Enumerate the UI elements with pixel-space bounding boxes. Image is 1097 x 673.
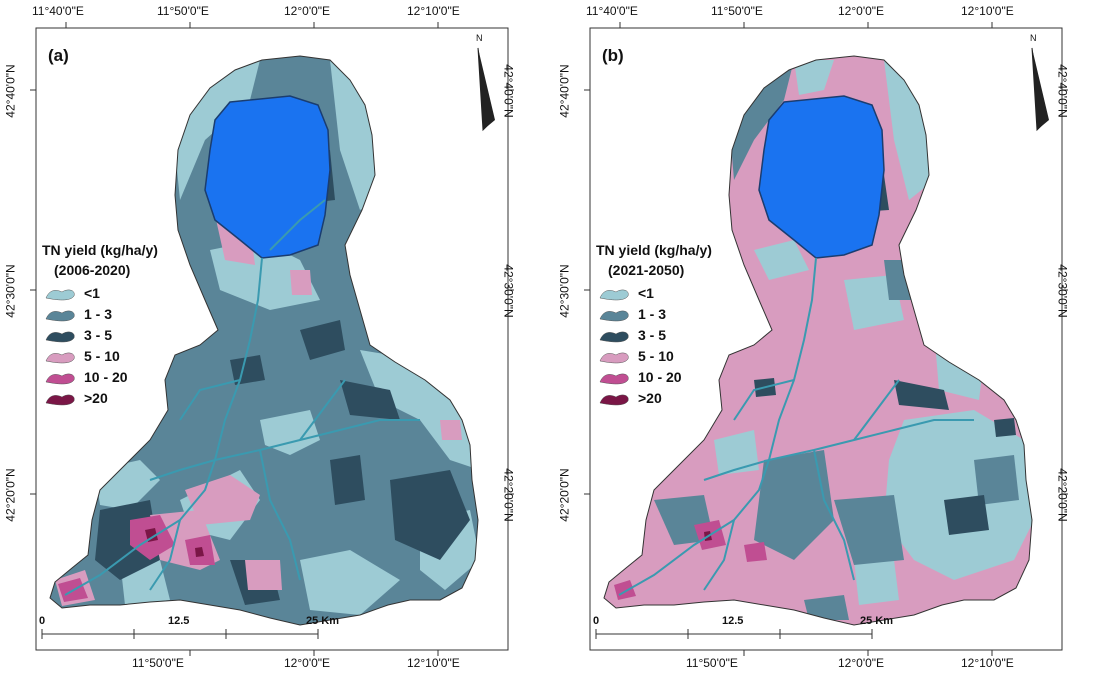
map-frame-a: [30, 22, 514, 656]
scale-label: 12.5: [168, 615, 190, 627]
legend-item: 1 - 3: [44, 305, 158, 326]
swatch-icon: [599, 310, 629, 322]
scale-label: 0: [39, 615, 46, 627]
swatch-icon: [599, 352, 629, 364]
lake-bolsena: [758, 95, 885, 259]
legend-label: 1 - 3: [638, 306, 667, 322]
panel-tag: (b): [602, 46, 624, 65]
scale-label: 0: [593, 615, 600, 627]
swatch-icon: [45, 331, 75, 343]
legend-title: TN yield (kg/ha/y): [42, 242, 158, 258]
scale-bar: [41, 629, 319, 639]
swatch-icon: [599, 331, 629, 343]
bottom-tick-label: 12°0'0"E: [284, 656, 331, 670]
swatch-icon: [45, 394, 75, 406]
left-tick-label: 42°40'0"N: [557, 64, 572, 118]
right-tick-label: 42°20'0"N: [1055, 468, 1070, 522]
legend-label: 10 - 20: [84, 369, 128, 385]
top-tick-label: 12°10'0"E: [961, 4, 1014, 18]
lake-bolsena: [204, 95, 331, 259]
legend-item: >20: [598, 389, 712, 410]
top-tick-label: 12°0'0"E: [838, 4, 885, 18]
legend-label: 1 - 3: [84, 306, 113, 322]
legend-item: 5 - 10: [598, 347, 712, 368]
legend-label: >20: [84, 390, 108, 406]
swatch-icon: [45, 352, 75, 364]
right-tick-label: 42°20'0"N: [501, 468, 516, 522]
bottom-tick-label: 11°50'0"E: [686, 656, 738, 670]
swatch-icon: [45, 373, 75, 385]
top-tick-label: 11°40'0"E: [32, 4, 84, 18]
swatch-icon: [599, 373, 629, 385]
legend-label: 3 - 5: [638, 327, 667, 343]
basin-outline: [603, 55, 1033, 626]
map-panel-a: 11°40'0"E 11°50'0"E 12°0'0"E 12°10'0"E 1…: [0, 0, 540, 673]
legend-label: 5 - 10: [638, 348, 674, 364]
left-tick-label: 42°20'0"N: [557, 468, 572, 522]
panel-tag: (a): [48, 46, 69, 65]
legend: TN yield (kg/ha/y) (2021-2050) <1 1 - 3 …: [596, 240, 712, 410]
legend-item: 5 - 10: [44, 347, 158, 368]
swatch-icon: [45, 289, 75, 301]
swatch-icon: [599, 289, 629, 301]
legend-item: 3 - 5: [598, 326, 712, 347]
scale-label: 12.5: [722, 615, 744, 627]
graticule-ticks: [30, 22, 514, 656]
north-arrow-icon: [477, 47, 495, 132]
north-arrow-icon: [1031, 47, 1049, 132]
legend: TN yield (kg/ha/y) (2006-2020) <1 1 - 3 …: [42, 240, 158, 410]
graticule-ticks: [584, 22, 1068, 656]
top-tick-label: 11°50'0"E: [157, 4, 209, 18]
bottom-tick-label: 11°50'0"E: [132, 656, 184, 670]
left-tick-label: 42°20'0"N: [3, 468, 18, 522]
legend-title: TN yield (kg/ha/y): [596, 242, 712, 258]
left-tick-label: 42°30'0"N: [3, 264, 18, 318]
legend-period: (2021-2050): [608, 262, 685, 278]
right-tick-label: 42°30'0"N: [1055, 264, 1070, 318]
left-tick-label: 42°30'0"N: [557, 264, 572, 318]
right-tick-label: 42°30'0"N: [501, 264, 516, 318]
bottom-tick-label: 12°10'0"E: [407, 656, 460, 670]
bottom-tick-label: 12°10'0"E: [961, 656, 1014, 670]
scale-bar: [595, 629, 873, 639]
north-label: N: [476, 33, 483, 43]
legend-item: >20: [44, 389, 158, 410]
swatch-icon: [45, 310, 75, 322]
basin-outline: [49, 55, 479, 626]
river-network: [64, 199, 420, 596]
legend-label: 10 - 20: [638, 369, 682, 385]
top-tick-label: 12°10'0"E: [407, 4, 460, 18]
legend-item: 10 - 20: [598, 368, 712, 389]
legend-label: >20: [638, 390, 662, 406]
top-tick-label: 11°50'0"E: [711, 4, 763, 18]
legend-item: 3 - 5: [44, 326, 158, 347]
right-tick-label: 42°40'0"N: [1055, 64, 1070, 118]
north-label: N: [1030, 33, 1037, 43]
legend-item: 10 - 20: [44, 368, 158, 389]
map-panel-b: 11°40'0"E 11°50'0"E 12°0'0"E 12°10'0"E 1…: [554, 0, 1094, 673]
top-tick-label: 12°0'0"E: [284, 4, 331, 18]
legend-label: <1: [638, 285, 654, 301]
bottom-tick-label: 12°0'0"E: [838, 656, 885, 670]
left-tick-label: 42°40'0"N: [3, 64, 18, 118]
scale-label: 25 Km: [860, 615, 894, 627]
legend-item: 1 - 3: [598, 305, 712, 326]
scale-label: 25 Km: [306, 615, 340, 627]
map-frame-b: [584, 22, 1068, 656]
legend-label: <1: [84, 285, 100, 301]
legend-label: 3 - 5: [84, 327, 113, 343]
legend-label: 5 - 10: [84, 348, 120, 364]
right-tick-label: 42°40'0"N: [501, 64, 516, 118]
river-network: [618, 257, 974, 596]
legend-period: (2006-2020): [54, 262, 131, 278]
swatch-icon: [599, 394, 629, 406]
legend-item: <1: [44, 284, 158, 305]
top-tick-label: 11°40'0"E: [586, 4, 638, 18]
legend-item: <1: [598, 284, 712, 305]
